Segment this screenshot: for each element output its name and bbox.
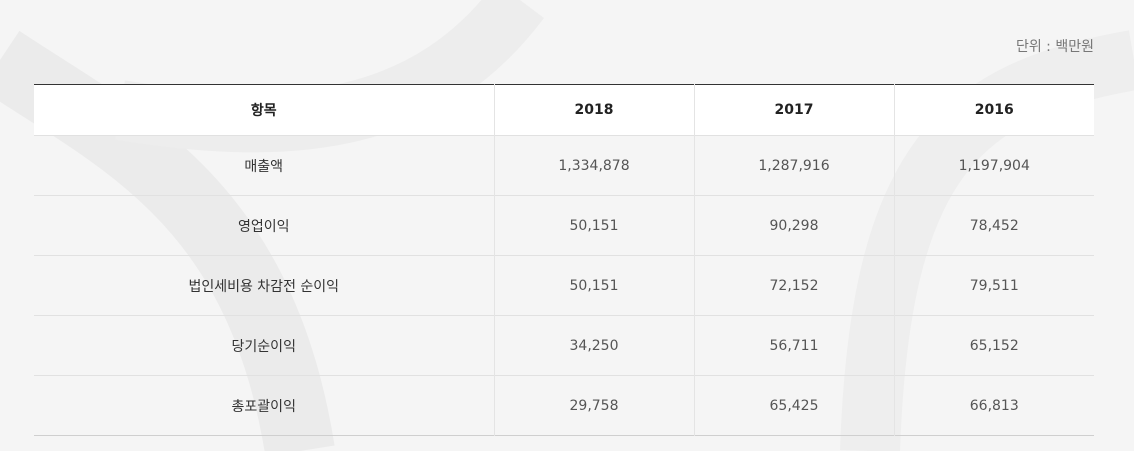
unit-label: 단위 : 백만원 <box>1015 39 1094 55</box>
value-2016: 78,452 <box>893 195 1094 256</box>
value-2018: 50,151 <box>493 195 694 256</box>
row-item-label: 당기순이익 <box>231 338 296 355</box>
value-2017: 65,425 <box>693 375 894 436</box>
table-row: 법인세비용 차감전 순이익 50,151 72,152 79,511 <box>34 255 1094 316</box>
value-2016: 66,813 <box>893 375 1094 436</box>
table-row: 총포괄이익 29,758 65,425 66,813 <box>34 375 1094 436</box>
value-2016: 79,511 <box>893 255 1094 316</box>
value-2016: 65,152 <box>893 315 1094 376</box>
value-2017: 1,287,916 <box>693 135 894 196</box>
header-2016: 2016 <box>893 84 1094 136</box>
value-2017: 72,152 <box>693 255 894 316</box>
value-2017: 56,711 <box>693 315 894 376</box>
table-header-row: 항목 2018 2017 2016 <box>34 84 1094 136</box>
value-2018: 34,250 <box>493 315 694 376</box>
value-2017: 90,298 <box>693 195 894 256</box>
row-item-label: 영업이익 <box>237 218 290 235</box>
financial-summary-table: 항목 2018 2017 2016 매출액 1,334,878 1,287,91… <box>34 84 1094 436</box>
financial-table-container: 항목 2018 2017 2016 매출액 1,334,878 1,287,91… <box>34 84 1094 436</box>
header-2017: 2017 <box>693 84 894 136</box>
value-2016: 1,197,904 <box>893 135 1094 196</box>
row-item-label: 매출액 <box>244 158 284 175</box>
table-row: 매출액 1,334,878 1,287,916 1,197,904 <box>34 135 1094 196</box>
table-row: 영업이익 50,151 90,298 78,452 <box>34 195 1094 256</box>
header-item: 항목 <box>250 103 277 119</box>
value-2018: 1,334,878 <box>493 135 694 196</box>
header-2018: 2018 <box>493 84 694 136</box>
table-row: 당기순이익 34,250 56,711 65,152 <box>34 315 1094 376</box>
value-2018: 29,758 <box>493 375 694 436</box>
value-2018: 50,151 <box>493 255 694 316</box>
row-item-label: 총포괄이익 <box>231 398 296 415</box>
row-item-label: 법인세비용 차감전 순이익 <box>188 278 340 295</box>
